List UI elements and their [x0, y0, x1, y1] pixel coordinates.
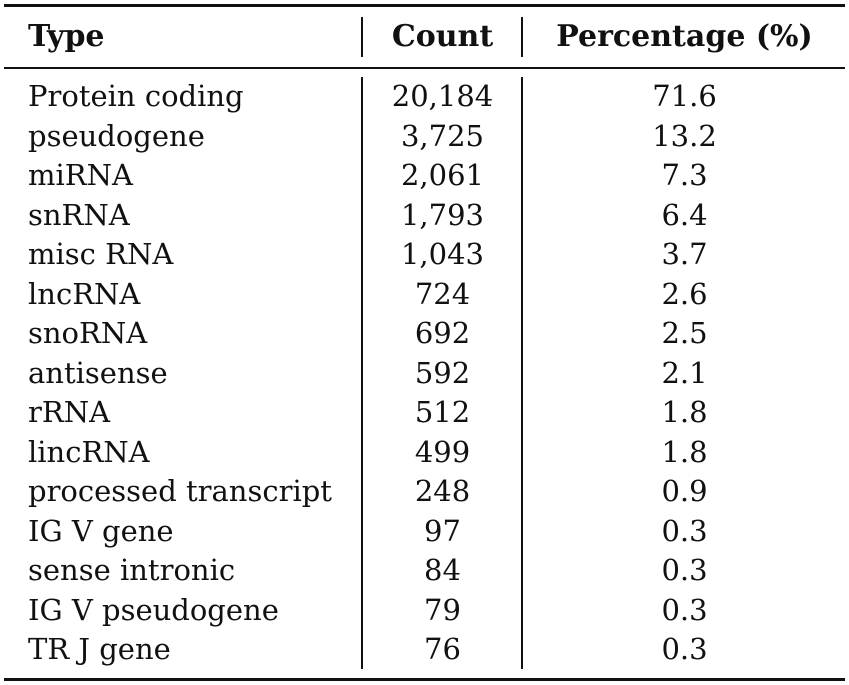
- column-divider-2: [521, 77, 523, 669]
- table-body: Protein coding 20,184 71.6 pseudogene 3,725 1…: [4, 77, 845, 670]
- header-divider-2: [521, 17, 523, 57]
- cell-type: rRNA: [28, 395, 111, 429]
- cell-percentage: 2.1: [661, 355, 708, 390]
- cell-percentage: 2.5: [661, 316, 708, 350]
- cell-count: 2,061: [400, 158, 485, 192]
- cell-type: pseudogene: [28, 118, 205, 153]
- column-divider-1: [361, 77, 363, 669]
- cell-count: 512: [414, 395, 471, 429]
- cell-count: 724: [414, 276, 471, 311]
- cell-percentage: 0.9: [661, 474, 708, 508]
- cell-type: TR J gene: [28, 632, 171, 666]
- header-type: Type: [28, 19, 105, 54]
- cell-percentage: 2.6: [661, 276, 708, 311]
- cell-count: 3,725: [400, 118, 485, 153]
- cell-type: IG V pseudogene: [28, 592, 279, 627]
- table-row: misc RNA 1,043 3.7: [4, 235, 845, 275]
- table-row: miRNA 2,061 7.3: [4, 156, 845, 196]
- header-percentage: Percentage (%): [556, 19, 813, 54]
- table-top-rule: [4, 4, 845, 7]
- cell-type: misc RNA: [28, 237, 174, 271]
- cell-type: snoRNA: [28, 316, 148, 350]
- cell-percentage: 6.4: [661, 197, 708, 232]
- cell-type: Protein coding: [28, 79, 244, 113]
- cell-count: 248: [414, 474, 471, 508]
- cell-count: 84: [424, 553, 461, 587]
- table-row: sense intronic 84 0.3: [4, 551, 845, 591]
- cell-type: snRNA: [28, 197, 130, 232]
- cell-count: 499: [414, 434, 471, 469]
- header-count: Count: [391, 19, 494, 54]
- cell-count: 592: [414, 355, 471, 390]
- table-row: snRNA 1,793 6.4: [4, 196, 845, 236]
- cell-percentage: 3.7: [661, 237, 708, 271]
- cell-type: lncRNA: [28, 276, 141, 311]
- table-row: antisense 592 2.1: [4, 354, 845, 394]
- gene-type-table: Type Count Percentage (%) Protein coding…: [4, 4, 845, 681]
- table-row: Protein coding 20,184 71.6: [4, 77, 845, 117]
- table-row: IG V gene 97 0.3: [4, 512, 845, 552]
- table-row: pseudogene 3,725 13.2: [4, 117, 845, 157]
- cell-type: miRNA: [28, 158, 133, 192]
- cell-type: sense intronic: [28, 553, 236, 587]
- cell-count: 692: [414, 316, 471, 350]
- cell-type: lincRNA: [28, 434, 150, 469]
- cell-percentage: 1.8: [661, 395, 708, 429]
- cell-type: IG V gene: [28, 513, 174, 548]
- cell-count: 97: [424, 513, 461, 548]
- cell-percentage: 0.3: [661, 632, 708, 666]
- cell-percentage: 7.3: [661, 158, 708, 192]
- table-bottom-rule: [4, 678, 845, 681]
- cell-count: 76: [424, 632, 461, 666]
- table-row: processed transcript 248 0.9: [4, 472, 845, 512]
- table-row: lincRNA 499 1.8: [4, 433, 845, 473]
- cell-count: 1,043: [400, 237, 485, 271]
- cell-percentage: 0.3: [661, 592, 708, 627]
- cell-count: 79: [424, 592, 461, 627]
- cell-percentage: 1.8: [661, 434, 708, 469]
- table-header-row: Type Count Percentage (%): [4, 14, 845, 60]
- table-row: IG V pseudogene 79 0.3: [4, 591, 845, 631]
- table-row: rRNA 512 1.8: [4, 393, 845, 433]
- cell-count: 1,793: [400, 197, 485, 232]
- cell-type: processed transcript: [28, 474, 332, 508]
- table-row: TR J gene 76 0.3: [4, 630, 845, 670]
- cell-percentage: 0.3: [661, 553, 708, 587]
- cell-percentage: 71.6: [652, 79, 717, 113]
- table-row: snoRNA 692 2.5: [4, 314, 845, 354]
- table-header-rule: [4, 67, 845, 69]
- cell-percentage: 0.3: [661, 513, 708, 548]
- cell-percentage: 13.2: [652, 118, 717, 153]
- table-row: lncRNA 724 2.6: [4, 275, 845, 315]
- header-divider-1: [361, 17, 363, 57]
- cell-count: 20,184: [391, 79, 494, 113]
- cell-type: antisense: [28, 355, 168, 390]
